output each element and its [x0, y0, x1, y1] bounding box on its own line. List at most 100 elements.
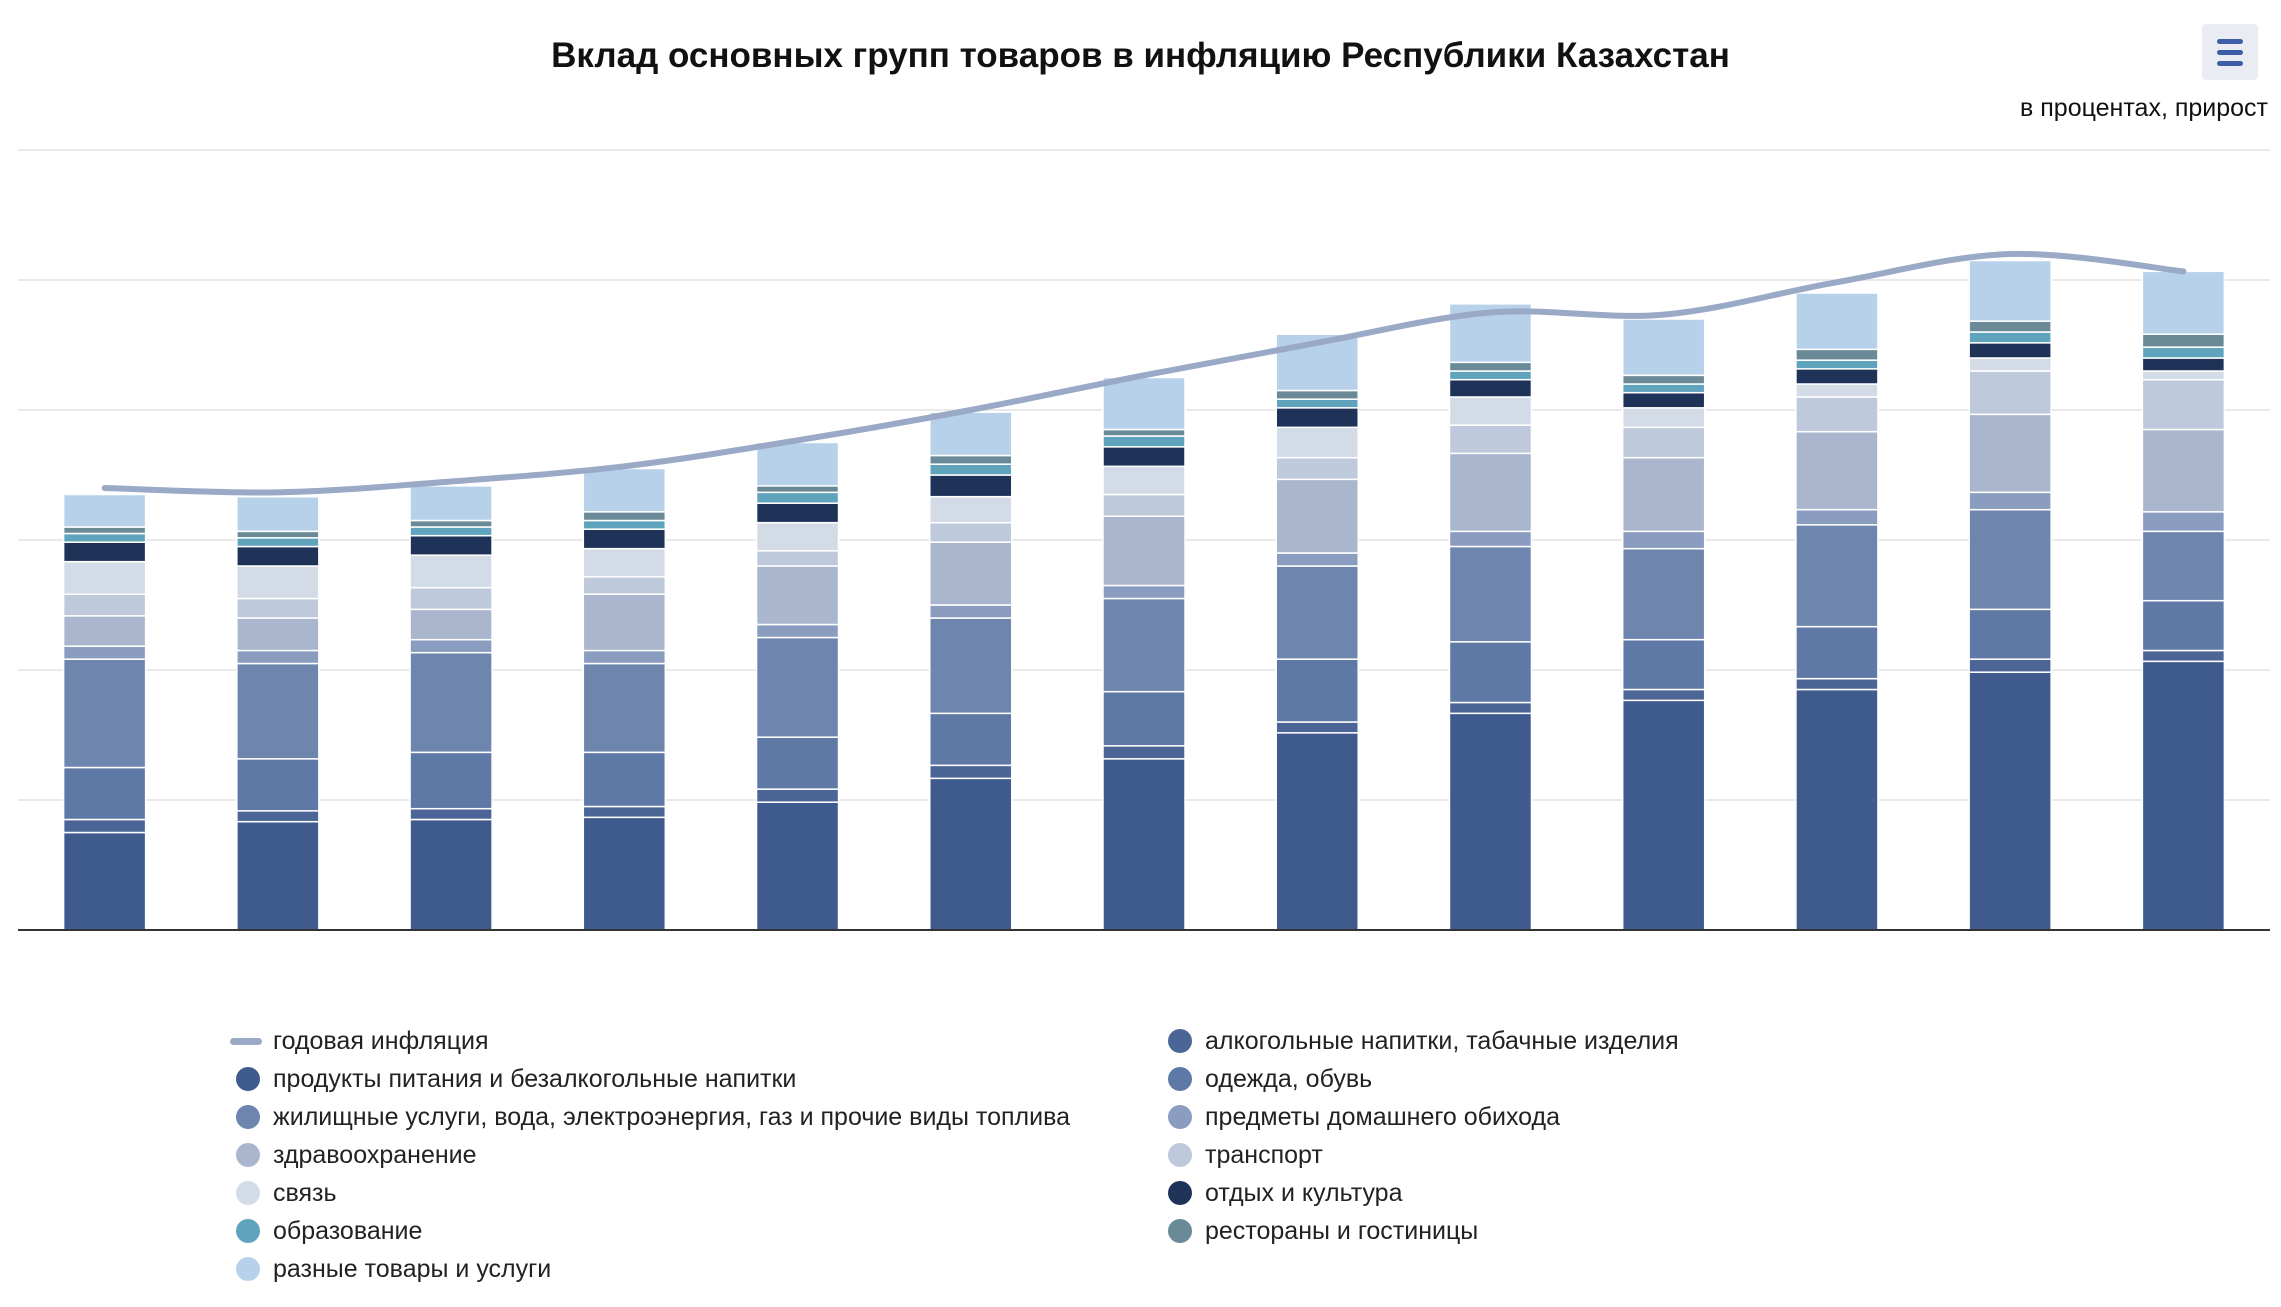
bar-segment [236, 758, 320, 812]
bar-segment [1102, 690, 1186, 747]
legend-circle-marker [236, 1105, 260, 1129]
legend-line-marker [230, 1038, 262, 1045]
bar-segment [1275, 333, 1359, 392]
bar-segment [62, 493, 147, 528]
legend-circle-marker [236, 1219, 260, 1243]
legend-label: образование [273, 1217, 423, 1245]
bar-segment [1621, 374, 1706, 385]
chart-title: Вклад основных групп товаров в инфляцию … [551, 36, 1730, 75]
bar-segment [1102, 597, 1186, 693]
bar-segment [2141, 357, 2226, 372]
bar-segment [1621, 456, 1706, 533]
bar-segment [62, 831, 147, 931]
bar-segment [1275, 407, 1359, 429]
chart-units-label: в процентах, прирост [2020, 94, 2268, 122]
bar-segment [1621, 530, 1706, 550]
x-tick-label: 06.25 [1459, 956, 1522, 960]
bar-segment [582, 528, 667, 550]
bar-segment [409, 638, 493, 654]
legend-label: продукты питания и безалкогольные напитк… [273, 1065, 797, 1093]
bar-segment [62, 766, 147, 821]
bar-segment [1275, 658, 1359, 723]
bar-segment [62, 658, 147, 769]
bar-segment [409, 554, 493, 589]
bar-segment [1275, 389, 1359, 400]
bar-segment [236, 649, 320, 665]
x-tick-label: 01.25 [593, 956, 656, 960]
legend-circle-marker [236, 1181, 260, 1205]
bar-segment [582, 576, 667, 595]
bar-segment [62, 593, 147, 617]
bar-segment [2141, 660, 2226, 931]
bar-segment [1621, 391, 1706, 409]
bar-segment [755, 550, 840, 567]
x-axis-labels: 10.24 11.24 12.24 01.25 02.24 03.25 04.25 05.25… [73, 956, 2214, 960]
x-tick-label: 04.25 [1113, 956, 1176, 960]
x-tick-label: 07.25 [1632, 956, 1695, 960]
bar-segment [236, 545, 320, 567]
bar-segment [1795, 524, 1879, 628]
legend-label: здравоохранение [273, 1141, 477, 1169]
legend-label: предметы домашнего обихода [1205, 1103, 1561, 1131]
bar-segment [929, 521, 1013, 543]
legend-label: связь [273, 1179, 337, 1207]
bar-segment [2141, 511, 2226, 533]
bar-segment [582, 816, 667, 931]
bar-segment [1275, 398, 1359, 409]
bar-segment [1795, 508, 1879, 526]
bar-segment [1968, 508, 2052, 611]
bar-segment [755, 788, 840, 803]
bar-segment [929, 604, 1013, 619]
bar-segment [755, 736, 840, 790]
bar-segment [62, 615, 147, 647]
bar-segment [1102, 465, 1186, 496]
bar-segment [755, 502, 840, 524]
bar-segment [1795, 688, 1879, 931]
legend-label: отдых и культура [1205, 1179, 1403, 1207]
bar-segment [62, 541, 147, 563]
bar-segment [1275, 721, 1359, 734]
bar-segment [755, 565, 840, 626]
bar-segment [2141, 378, 2226, 431]
bar-segment [409, 519, 493, 528]
bar-segment [2141, 333, 2226, 348]
bar-segment [1795, 359, 1879, 370]
bar-segment [1795, 368, 1879, 385]
legend-circle-marker [1168, 1219, 1192, 1243]
bar-segment [62, 818, 147, 834]
bar-segment [1968, 491, 2052, 511]
bar-segment [1448, 370, 1533, 381]
legend-label: транспорт [1205, 1141, 1323, 1169]
x-tick-label: 05.25 [1286, 956, 1349, 960]
chart-menu-button[interactable] [2202, 24, 2258, 80]
bar-segment [1448, 361, 1533, 372]
bar-segment [582, 519, 667, 530]
bar-segment [582, 467, 667, 513]
bar-segment [1102, 435, 1186, 448]
bar-segment [1795, 430, 1879, 511]
bar-segment [1275, 426, 1359, 459]
bar-segment [582, 805, 667, 819]
bar-segment [1621, 547, 1706, 641]
bar-segment [1448, 452, 1533, 533]
bar-segment [929, 463, 1013, 476]
bar-segment [2141, 370, 2226, 381]
bar-segment [409, 526, 493, 537]
x-tick-label: 02.24 [766, 956, 829, 960]
bar-segment [409, 751, 493, 810]
bar-segment [409, 534, 493, 556]
bar-segment [1968, 370, 2052, 416]
bar-segment [755, 636, 840, 738]
stacked-bars [62, 259, 2226, 931]
bar-segment [409, 485, 493, 522]
bar-segment [1621, 318, 1706, 377]
bar-segment [1102, 515, 1186, 587]
legend-label: годовая инфляция [273, 1027, 489, 1055]
bar-segment [236, 565, 320, 600]
legend-label: одежда, обувь [1205, 1065, 1373, 1093]
bar-segment [929, 454, 1013, 465]
bar-segment [62, 560, 147, 595]
bar-segment [409, 608, 493, 641]
x-tick-label: 03.25 [939, 956, 1002, 960]
bar-segment [582, 593, 667, 652]
